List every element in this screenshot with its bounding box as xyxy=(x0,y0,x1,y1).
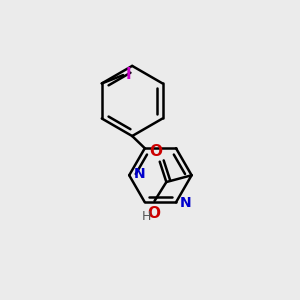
Text: I: I xyxy=(126,67,131,82)
Text: N: N xyxy=(180,196,192,210)
Text: O: O xyxy=(150,144,163,159)
Text: N: N xyxy=(134,167,145,181)
Text: O: O xyxy=(147,206,160,221)
Text: H: H xyxy=(142,210,151,223)
